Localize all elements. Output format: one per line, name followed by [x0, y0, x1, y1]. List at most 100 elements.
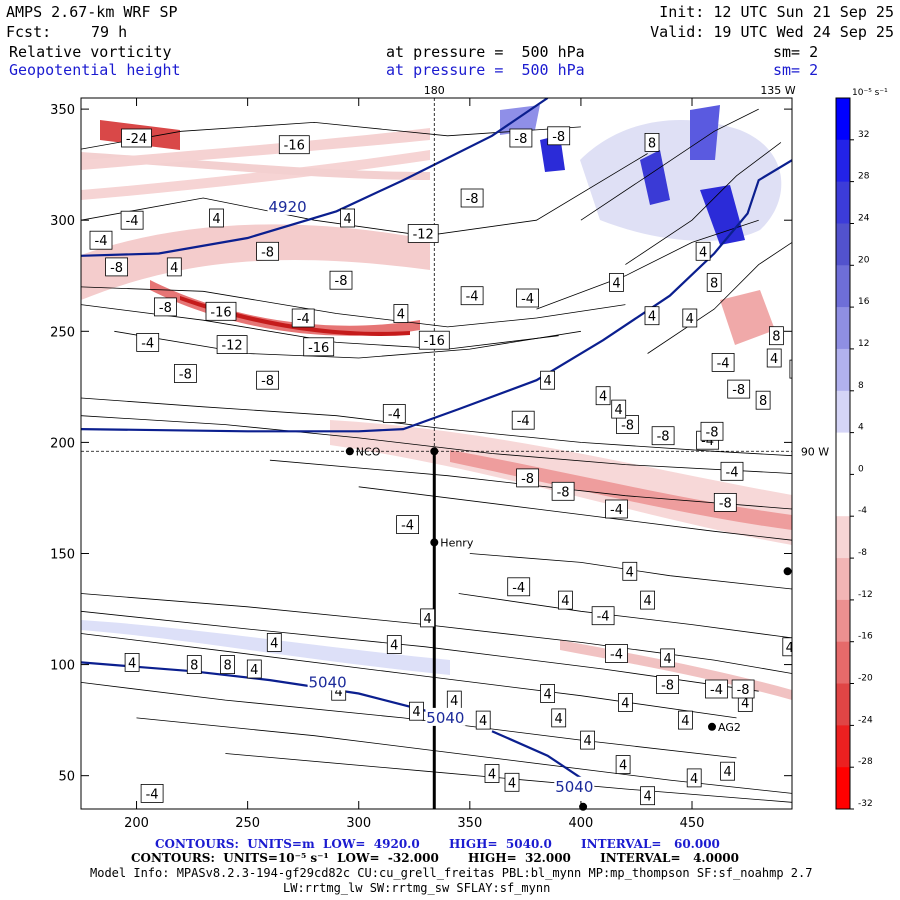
colorbar-tick-label: -16	[858, 632, 873, 642]
vorticity-contour-info: CONTOURS: UNITS=10⁻⁵ s⁻¹ LOW= -32.000 HI…	[131, 851, 739, 865]
colorbar-segment	[836, 307, 850, 350]
vorticity-label-box	[407, 224, 439, 243]
x-tick-label: 450	[680, 816, 705, 831]
vorticity-label-box	[682, 308, 698, 328]
vorticity-label: 4	[599, 390, 607, 405]
colorbar-segment	[836, 474, 850, 517]
vorticity-label: 4	[615, 403, 623, 418]
vorticity-label: -12	[413, 228, 434, 243]
vorticity-label: 8	[190, 659, 198, 674]
forecast-label: Fcst:	[6, 23, 52, 41]
vorticity-label: 4	[543, 374, 551, 389]
vorticity-label: 4	[555, 712, 563, 727]
vorticity-contour-line	[81, 682, 737, 759]
colorbar-segment	[836, 98, 850, 141]
height-contour-line	[81, 98, 549, 257]
colorbar-tick-label: -20	[858, 674, 873, 684]
y-tick-label: 350	[50, 103, 75, 118]
height-label: 5040	[309, 673, 347, 691]
y-tick-label: 100	[50, 659, 75, 674]
vorticity-contour-line	[81, 397, 792, 457]
vorticity-label-box	[509, 128, 533, 148]
colorbar-segment	[836, 223, 850, 266]
model-info-line2: LW:rrtmg_lw SW:rrtmg_sw SFLAY:sf_mynn	[283, 881, 551, 895]
vorticity-label: -16	[284, 139, 305, 154]
vorticity-label-box	[616, 415, 639, 435]
vorticity-label-box	[136, 332, 160, 352]
vorticity-label-box	[256, 241, 280, 261]
vorticity-label: -4	[466, 290, 479, 305]
vorticity-label: 4	[479, 714, 487, 729]
vorticity-label: 4	[823, 354, 831, 369]
height-label: 5040	[426, 709, 464, 727]
vorticity-label: -4	[726, 465, 739, 480]
vorticity-contour-line	[114, 330, 581, 359]
vorticity-label-box	[460, 188, 484, 208]
vorticity-label: -8	[179, 368, 192, 383]
vorticity-shade-band	[81, 128, 430, 170]
vorticity-label-box	[256, 370, 280, 390]
vorticity-label: 4	[128, 656, 136, 671]
vorticity-label-box	[611, 399, 627, 419]
vorticity-label: 4	[423, 612, 431, 627]
colorbar-tick-label: 32	[858, 130, 869, 140]
vorticity-contour-line	[81, 415, 792, 474]
y-tick-label: 200	[50, 436, 75, 451]
colorbar-tick-label: 28	[858, 172, 870, 182]
vorticity-label-box	[166, 257, 182, 277]
vorticity-label-box	[727, 379, 751, 399]
vorticity-label: 4	[212, 212, 220, 227]
vorticity-label-box	[89, 230, 113, 250]
vorticity-label: 4	[699, 245, 707, 260]
vorticity-label: 4	[643, 790, 651, 805]
vorticity-label-box	[303, 337, 335, 357]
height-contour-line	[81, 159, 792, 433]
vorticity-label-box	[105, 257, 128, 277]
vorticity-label-box	[246, 659, 262, 679]
vorticity-shade-band	[81, 150, 430, 200]
vorticity-label-box	[618, 693, 633, 712]
vorticity-label: -4	[597, 610, 610, 625]
vorticity-label: 4	[648, 310, 656, 325]
vorticity-label: -24	[126, 132, 147, 147]
vorticity-shade-cluster	[500, 105, 540, 135]
vorticity-shade-band	[81, 620, 450, 675]
vorticity-label-box	[140, 784, 164, 803]
vorticity-label-box	[755, 390, 771, 410]
height-label-box	[267, 196, 308, 215]
vorticity-label: -8	[719, 496, 732, 511]
vorticity-label: -8	[261, 374, 274, 389]
vorticity-label-box	[720, 461, 744, 481]
vorticity-label-box	[209, 208, 224, 228]
vorticity-label-box	[409, 701, 424, 721]
vorticity-label: 4	[561, 594, 569, 609]
vorticity-contour-line	[458, 593, 792, 639]
vorticity-label: 4	[250, 663, 258, 678]
vorticity-label-box	[558, 590, 573, 610]
vorticity-label: 4	[808, 343, 816, 358]
smoothing-vorticity: sm= 2	[773, 43, 819, 61]
vorticity-label: -12	[221, 339, 242, 354]
colorbar-tick-label: 24	[858, 214, 870, 224]
model-info: Model Info: MPASv8.2.3-194-gf29cd82c CU:…	[90, 866, 813, 880]
colorbar-frame	[835, 97, 851, 810]
x-tick-label: 250	[235, 816, 260, 831]
x-tick-label: 300	[346, 816, 371, 831]
vorticity-label: -8	[661, 679, 674, 694]
vorticity-label: 4	[619, 759, 627, 774]
station-label: NCO	[356, 445, 381, 458]
station-marker	[579, 802, 588, 811]
vorticity-label: 4	[681, 714, 689, 729]
vorticity-label: -8	[657, 430, 670, 445]
vorticity-label-box	[678, 710, 693, 730]
axes: 200 250 300 350 400 450 50 100 150 200 250 300 350 18…	[50, 84, 829, 831]
vorticity-label-box	[622, 561, 638, 581]
vorticity-label: 4	[806, 650, 814, 665]
colorbar-tick-label: -4	[858, 506, 867, 516]
vorticity-label: -4	[610, 648, 623, 663]
vorticity-label-box	[769, 326, 784, 346]
vorticity-label: 4	[612, 276, 620, 291]
vorticity-label-box	[695, 241, 711, 261]
vorticity-label: -8	[521, 472, 534, 487]
height-label-box	[425, 707, 466, 726]
